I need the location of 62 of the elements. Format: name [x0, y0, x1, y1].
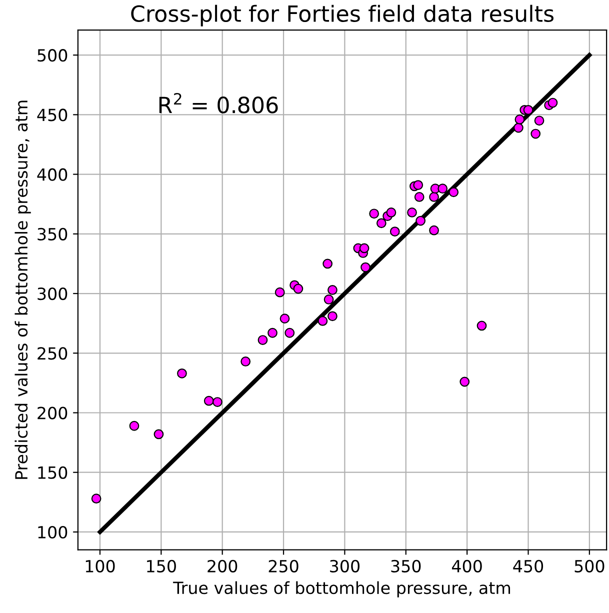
y-tick-label: 500	[38, 49, 68, 62]
point	[530, 128, 541, 139]
y-tick-label: 300	[38, 287, 68, 300]
y-axis-title: Predicted values of bottomhole pressure, atm	[14, 100, 31, 479]
point	[284, 328, 295, 338]
point	[268, 328, 278, 338]
point	[534, 116, 544, 126]
point	[129, 420, 140, 431]
y-tick-label: 150	[38, 466, 68, 479]
point	[414, 192, 424, 202]
point	[318, 316, 328, 326]
x-tick-label: 500	[574, 560, 604, 572]
point	[390, 226, 400, 236]
point	[360, 262, 370, 272]
point	[240, 356, 251, 366]
point	[322, 258, 333, 269]
point	[274, 287, 285, 298]
point	[476, 320, 487, 331]
x-tick-label: 400	[452, 560, 482, 572]
point	[514, 122, 524, 133]
point	[359, 243, 370, 254]
chart-title: Cross-plot for Forties field data results	[131, 4, 554, 26]
x-tick-label: 300	[330, 560, 360, 572]
point	[258, 335, 268, 345]
x-tick-label: 100	[86, 560, 115, 572]
y-tick-label: 450	[37, 108, 68, 122]
annotation: R$^{2}$ = 0.806	[159, 92, 278, 114]
point	[448, 187, 459, 198]
point	[280, 314, 290, 324]
point	[460, 376, 470, 387]
point	[212, 397, 222, 407]
y-tick-label: 100	[38, 526, 68, 539]
point	[177, 368, 187, 378]
y-tick-label: 350	[38, 228, 68, 240]
point	[328, 311, 338, 322]
point	[438, 184, 448, 194]
point	[429, 192, 439, 202]
point	[413, 180, 424, 190]
x-tick-label: 450	[513, 560, 544, 572]
point	[386, 208, 396, 218]
y-tick-label: 250	[38, 347, 68, 360]
point	[154, 429, 164, 440]
x-tick-label: 150	[147, 560, 176, 572]
point	[429, 225, 439, 236]
point	[328, 285, 338, 295]
point	[376, 218, 386, 228]
point	[548, 98, 558, 108]
point	[514, 114, 525, 124]
x-tick-label: 250	[268, 560, 298, 572]
point	[416, 216, 426, 226]
point	[91, 494, 102, 504]
y-tick-label: 200	[38, 406, 68, 420]
x-tick-label: 200	[208, 560, 238, 572]
y-tick-label: 400	[37, 168, 68, 181]
point	[324, 294, 334, 304]
point	[293, 284, 304, 294]
point	[204, 396, 214, 406]
x-axis-title: True values of bottomhole pressure, atm	[173, 581, 510, 598]
x-tick-label: 350	[391, 560, 421, 572]
point	[369, 208, 380, 219]
point	[407, 208, 417, 218]
point	[523, 104, 534, 115]
